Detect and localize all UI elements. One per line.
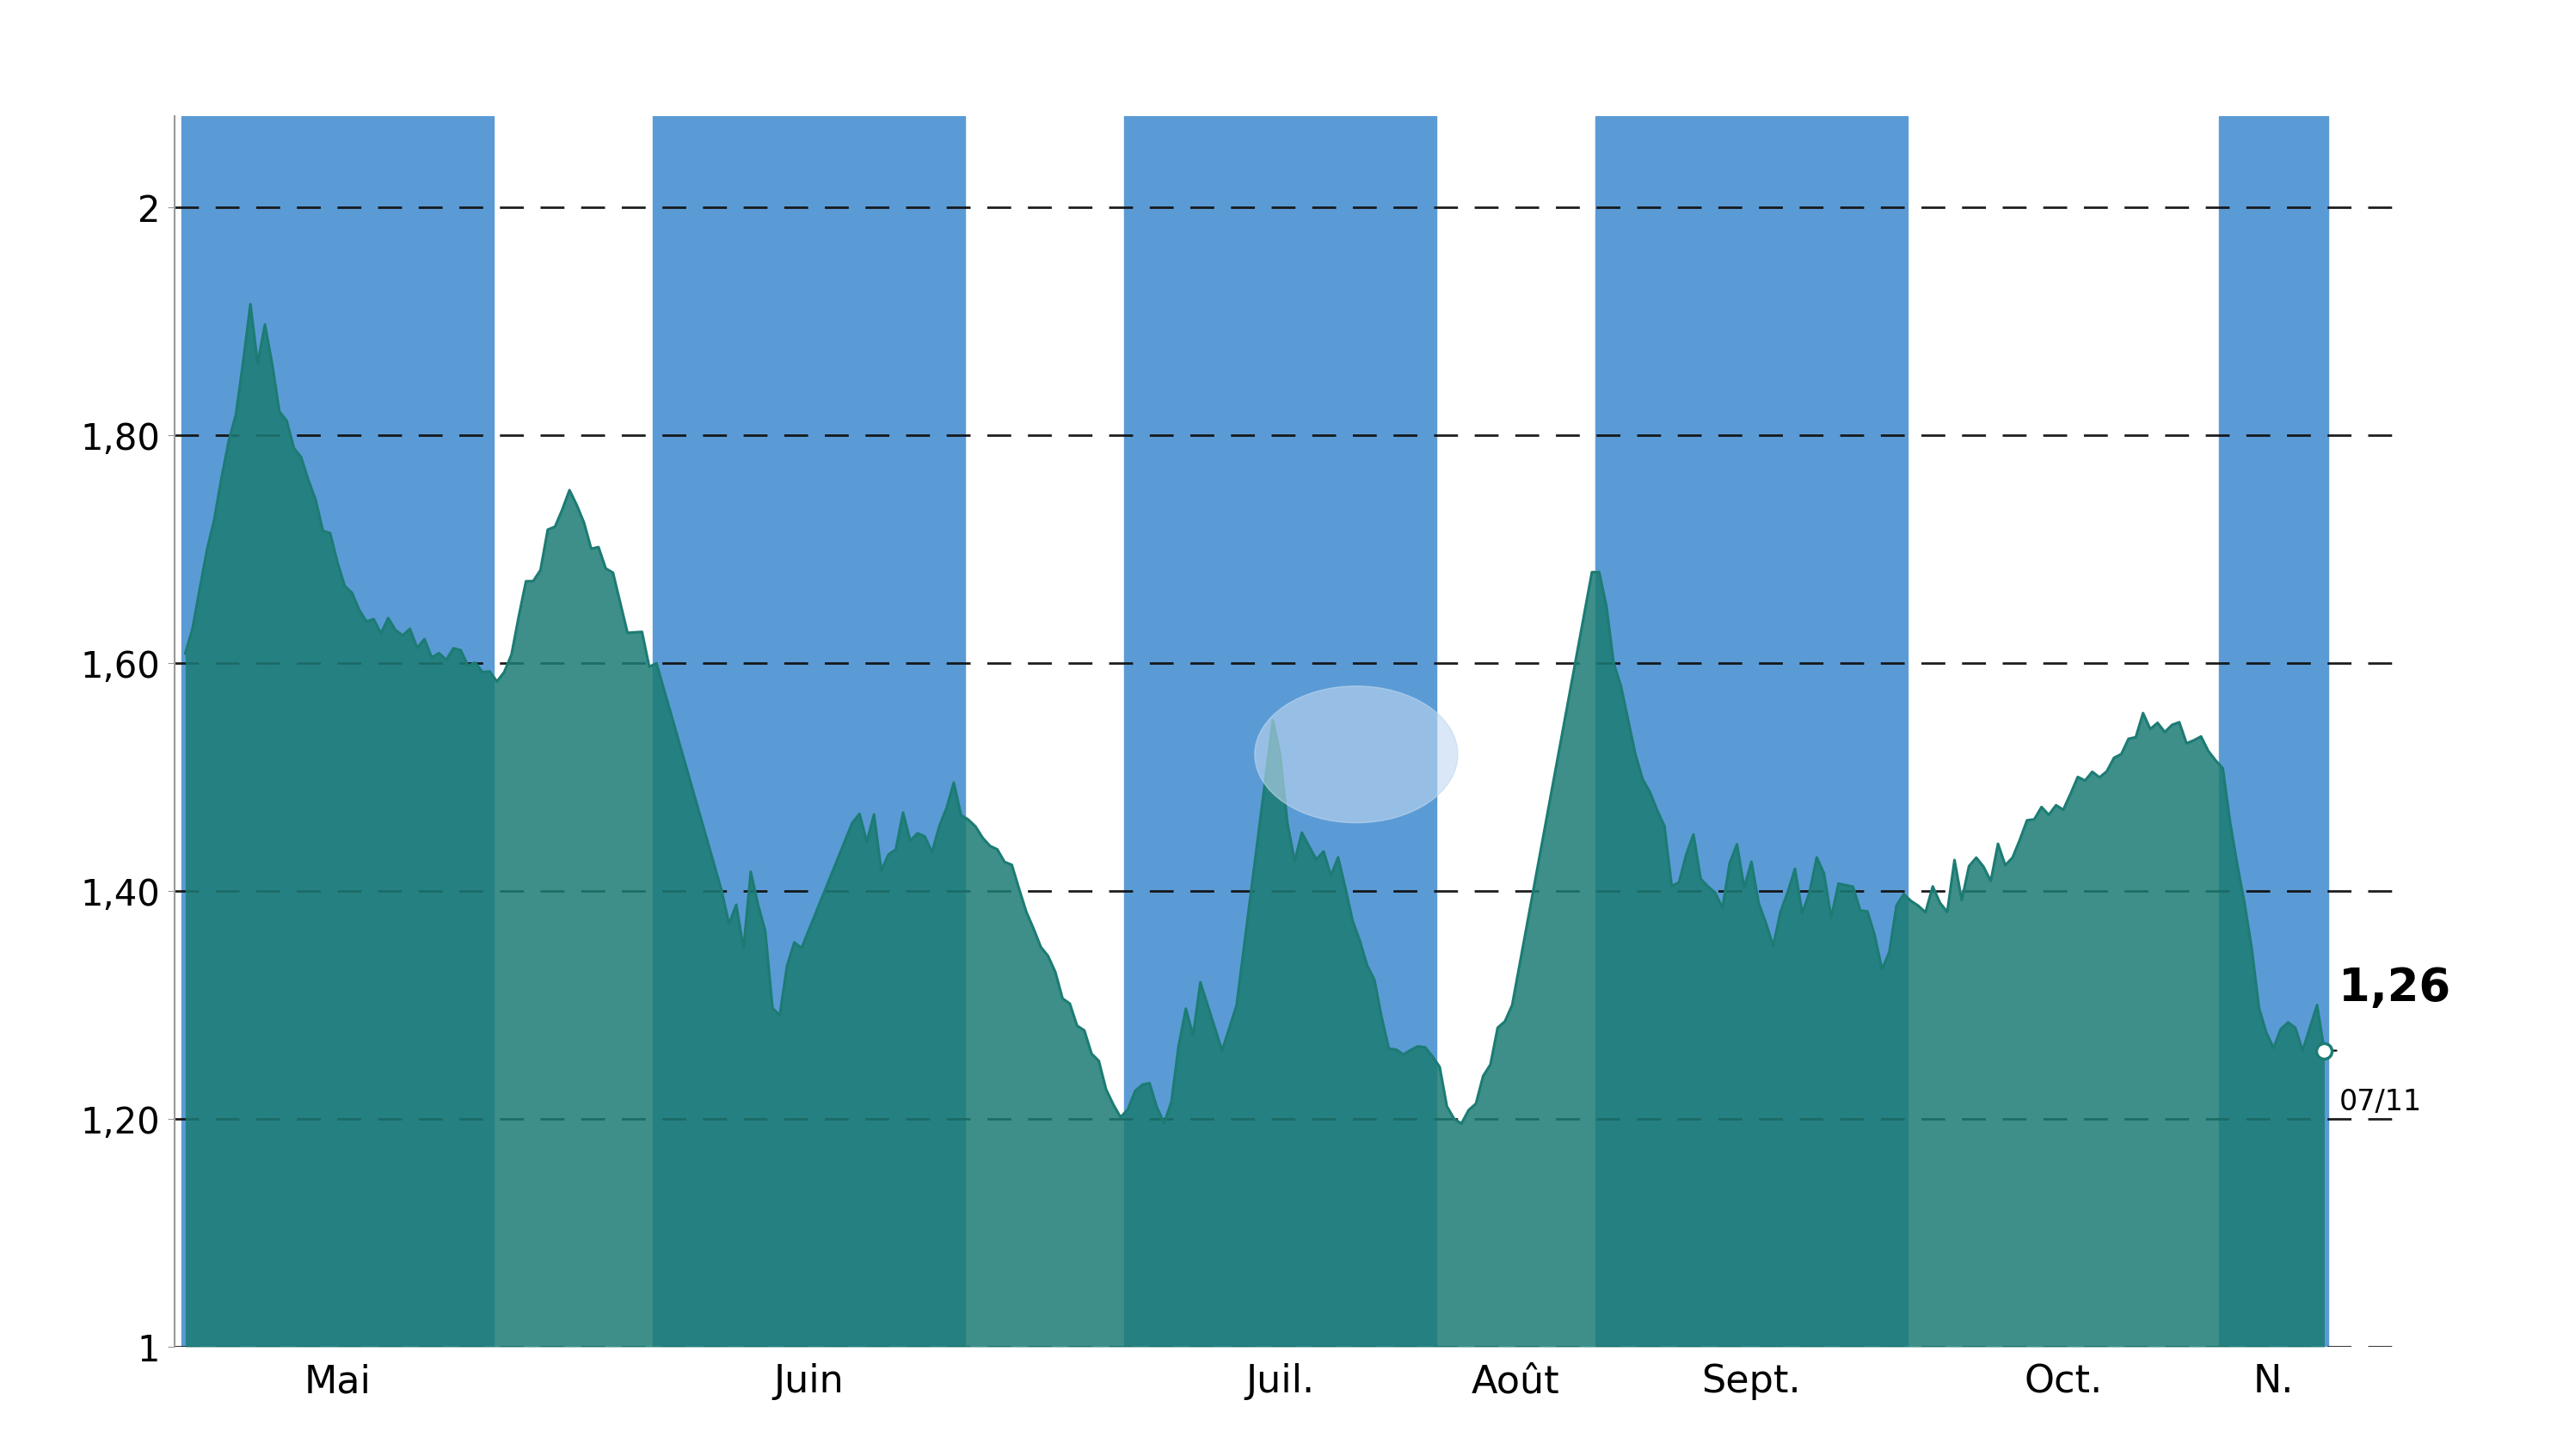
Bar bbox=[1597, 116, 1907, 1347]
Bar bbox=[2220, 116, 2327, 1347]
Bar bbox=[182, 116, 492, 1347]
Bar bbox=[1125, 116, 1435, 1347]
Text: Singulus Technologies AG: Singulus Technologies AG bbox=[782, 31, 1781, 98]
Text: 1,26: 1,26 bbox=[2340, 965, 2450, 1010]
Bar bbox=[654, 116, 964, 1347]
Text: 07/11: 07/11 bbox=[2340, 1088, 2422, 1117]
Ellipse shape bbox=[1256, 686, 1458, 823]
